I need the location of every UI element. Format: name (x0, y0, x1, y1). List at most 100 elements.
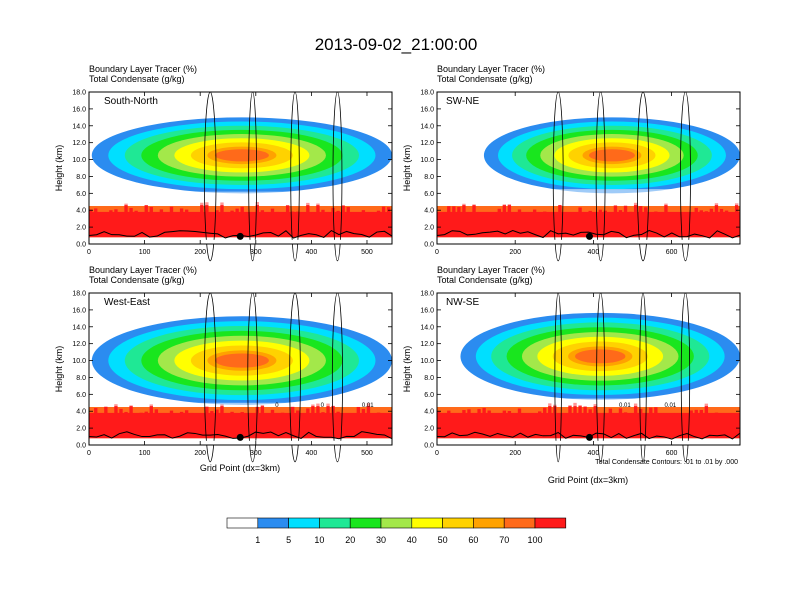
tracer-streak (109, 413, 113, 437)
tracer-streak (573, 216, 577, 236)
tracer-streak (558, 204, 562, 236)
location-marker (236, 232, 244, 240)
tracer-streak (593, 404, 597, 437)
y-tick-label: 4.0 (76, 409, 86, 416)
tracer-streak (447, 410, 451, 437)
tracer-streak (260, 210, 265, 236)
tracer-streak (331, 207, 335, 236)
tracer-streak (291, 406, 295, 437)
tracer-streak (169, 206, 174, 236)
location-marker (585, 433, 593, 441)
tracer-streak (114, 404, 118, 437)
panel-title-condensate: Total Condensate (g/kg) (89, 275, 185, 285)
tracer-streak (538, 411, 542, 437)
ground (437, 239, 740, 244)
tracer-streak (649, 212, 653, 236)
colorbar-label: 40 (407, 535, 417, 545)
x-axis: 0 200 400 600 (435, 92, 678, 256)
tracer-streak (351, 214, 355, 236)
tracer-streak (326, 403, 330, 437)
anvil-core (575, 349, 626, 364)
colorbar-label: 70 (499, 535, 509, 545)
tracer-streak (386, 415, 391, 437)
plot-area: 0.01 0.01 (436, 292, 741, 463)
tracer-streak (255, 201, 260, 236)
tracer-streak (124, 411, 128, 437)
tracer-streak (316, 403, 320, 437)
tracer-streak (522, 416, 527, 437)
tracer-streak (644, 207, 648, 236)
tracer-streak (285, 205, 290, 236)
tracer-streak (245, 212, 249, 236)
y-tick-label: 14.0 (420, 123, 434, 130)
y-tick-label: 4.0 (76, 208, 86, 215)
x-tick-label: 500 (361, 249, 373, 256)
tracer-streak (134, 415, 138, 437)
tracer-streak (144, 411, 148, 437)
tracer-streak (250, 214, 254, 236)
tracer-streak (729, 415, 734, 437)
terrain-line (436, 230, 741, 239)
tracer-streak (275, 413, 280, 437)
tracer-streak (260, 405, 265, 437)
y-tick-label: 16.0 (420, 307, 434, 314)
tracer-streak (134, 210, 138, 236)
tracer-streak (522, 216, 527, 236)
y-axis-label: Height (km) (54, 145, 64, 192)
clear-air-gap (89, 191, 392, 206)
tracer-streak (543, 211, 547, 236)
tracer-streak (225, 214, 229, 236)
plot-frame (88, 292, 393, 446)
contour-label: 0 (321, 403, 325, 409)
y-tick-label: 12.0 (420, 341, 434, 348)
tracer-streak (497, 208, 501, 236)
tracer-streak (623, 412, 628, 437)
tracer-streak (583, 406, 587, 437)
tracer-streak (603, 210, 608, 236)
tracer-streak (250, 416, 254, 437)
tracer-streak (598, 209, 602, 236)
tracer-streak (104, 406, 108, 437)
tracer-streak (689, 216, 693, 236)
y-tick-label: 14.0 (72, 123, 86, 130)
tracer-streak (714, 203, 719, 236)
x-tick-label: 0 (87, 249, 91, 256)
figure-title: 2013-09-02_21:00:00 (315, 35, 478, 54)
tracer-streak (270, 208, 275, 236)
tracer-streak (371, 216, 376, 236)
panel-title-condensate: Total Condensate (g/kg) (437, 74, 533, 84)
y-tick-label: 2.0 (424, 225, 434, 232)
clear-air-gap (437, 398, 740, 407)
colorbar-label: 5 (286, 535, 291, 545)
location-marker (236, 433, 244, 441)
tracer-streak (215, 210, 219, 236)
tracer-streak (220, 404, 224, 437)
x-tick-label: 400 (588, 450, 600, 457)
tracer-streak (437, 216, 441, 236)
tracer-streak (210, 411, 214, 437)
tracer-streak (538, 216, 542, 236)
tracer-streak (477, 214, 481, 236)
y-axis-label: Height (km) (402, 145, 412, 192)
colorbar-label: 30 (376, 535, 386, 545)
tracer-streak (230, 210, 234, 236)
y-tick-label: 8.0 (76, 174, 86, 181)
tracer-streak (321, 209, 325, 236)
x-tick-label: 200 (509, 450, 521, 457)
tracer-streak (588, 409, 592, 437)
tracer-streak (517, 408, 522, 437)
panel-title-tracer: Boundary Layer Tracer (%) (437, 64, 545, 74)
x-tick-label: 200 (509, 249, 521, 256)
tracer-streak (356, 213, 361, 236)
tracer-streak (704, 211, 709, 236)
colorbar-label: 50 (438, 535, 448, 545)
x-tick-label: 0 (87, 450, 91, 457)
y-tick-label: 6.0 (76, 191, 86, 198)
y-tick-label: 2.0 (76, 426, 86, 433)
tracer-streak (694, 409, 698, 437)
panel-name: SW-NE (446, 96, 479, 107)
ground (89, 440, 392, 445)
tracer-streak (517, 209, 522, 236)
tracer-streak (659, 417, 663, 437)
tracer-streak (119, 215, 123, 236)
